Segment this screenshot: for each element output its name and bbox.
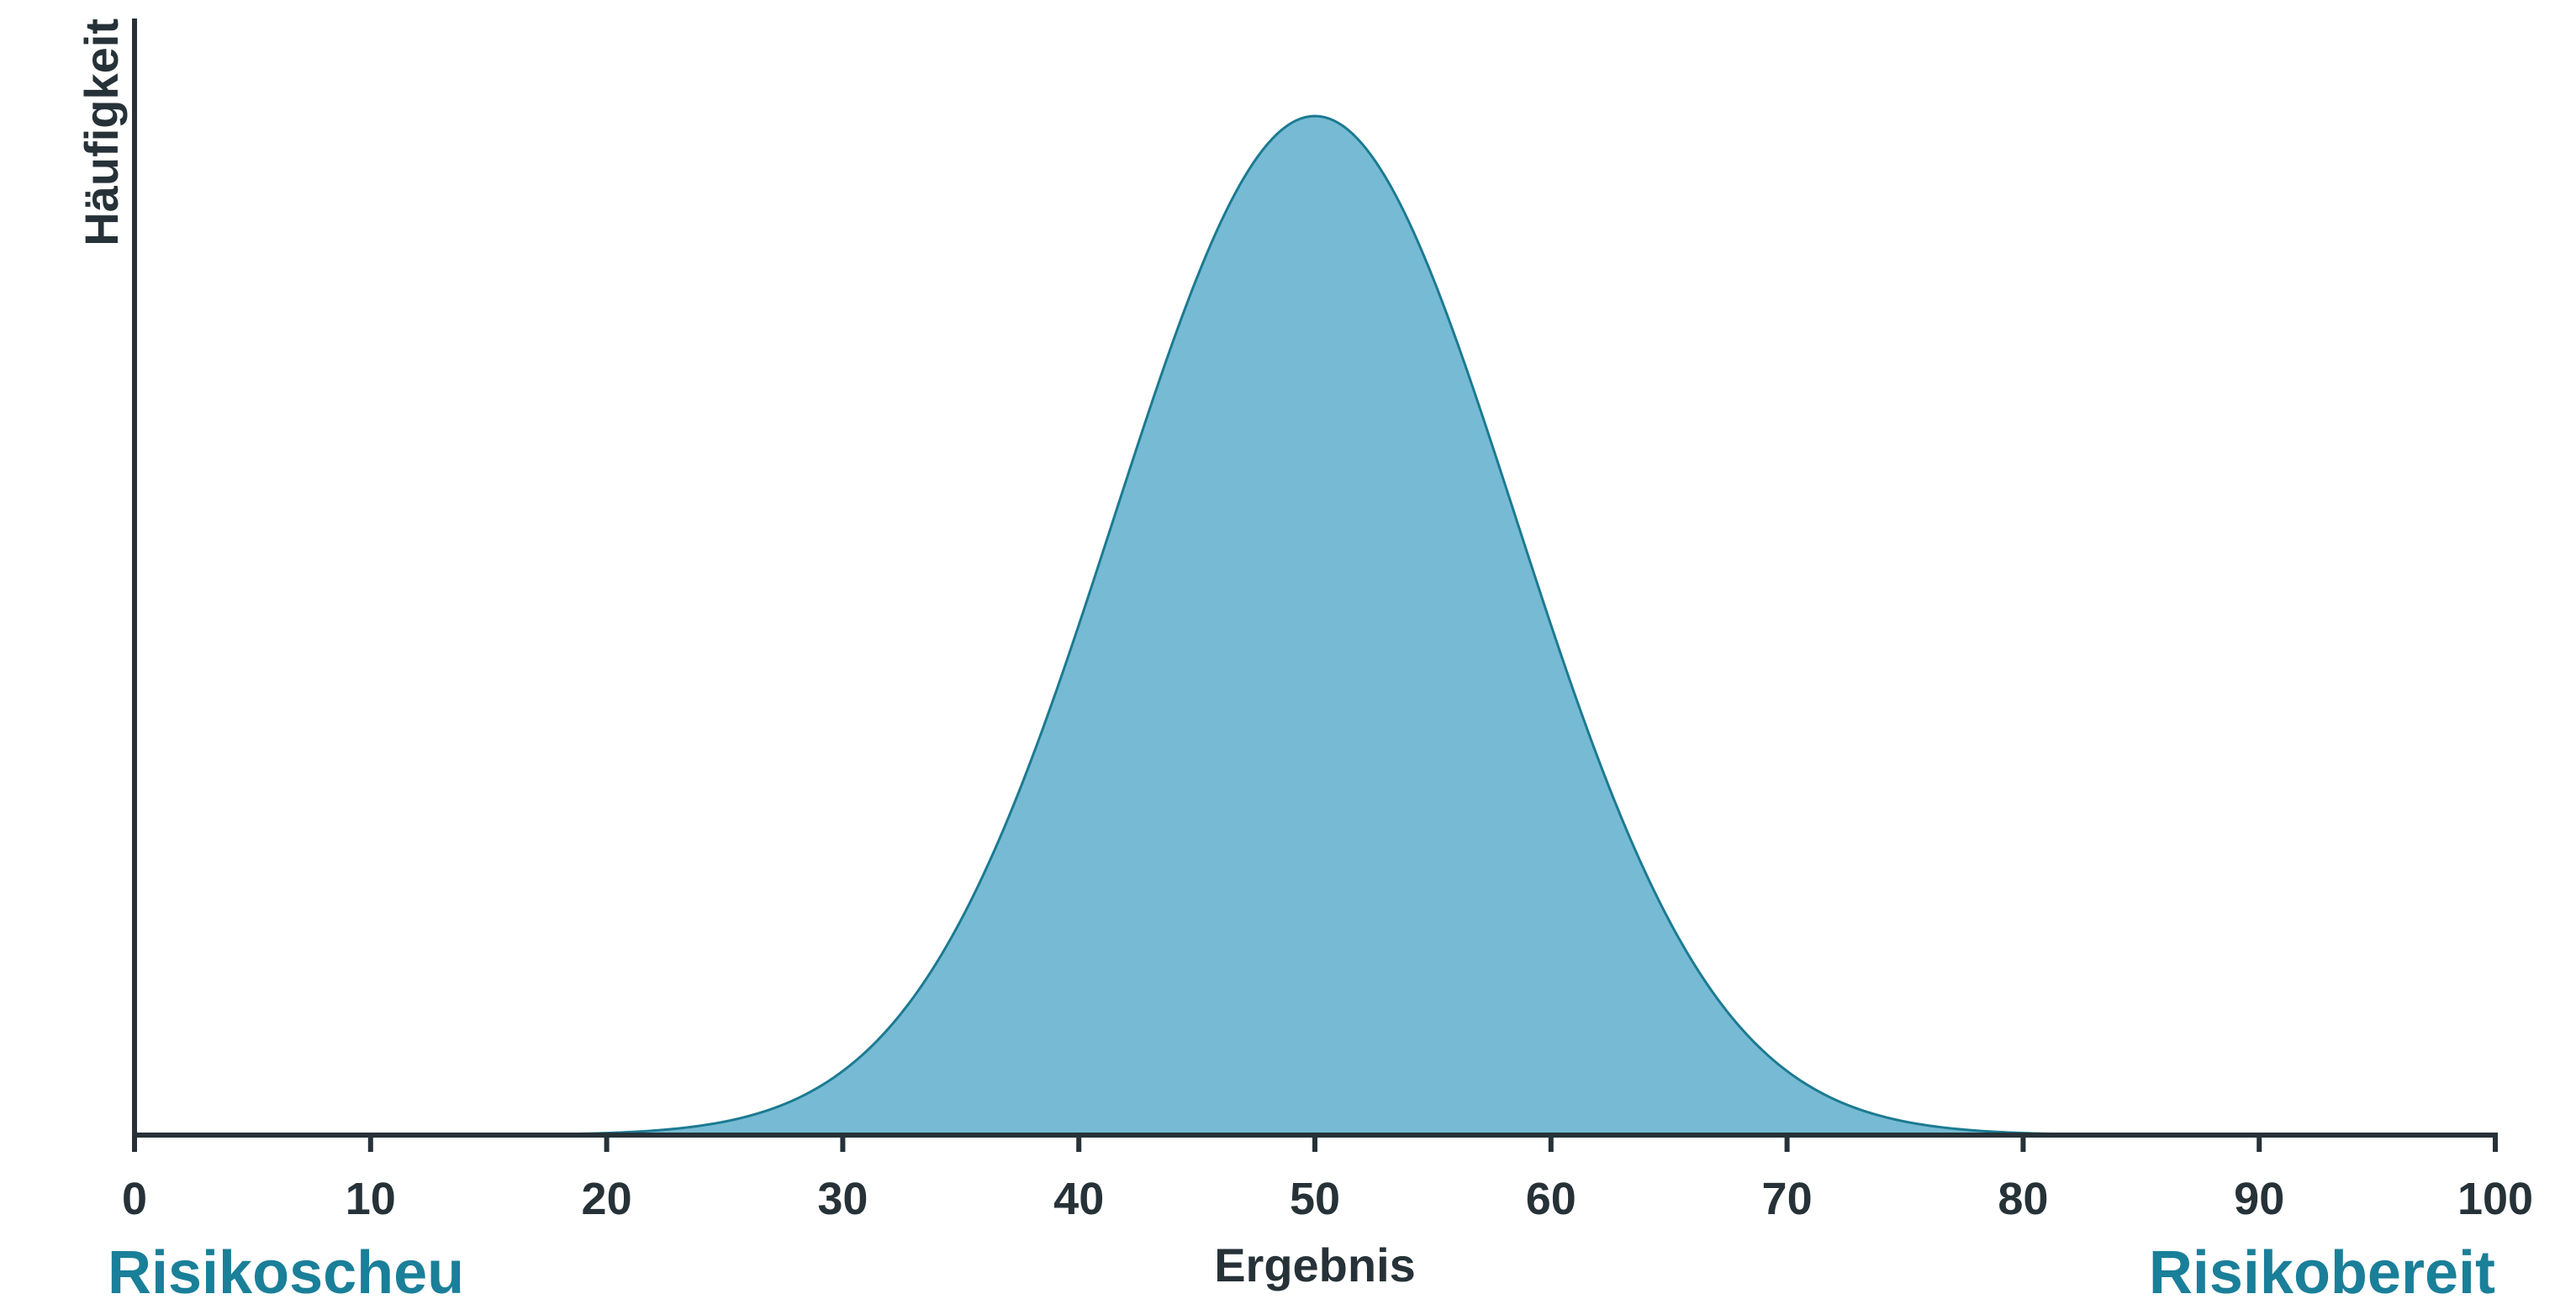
x-tick-label: 60 [1526,1174,1576,1224]
x-tick-label: 50 [1290,1174,1340,1224]
x-axis-title: Ergebnis [1214,1238,1416,1291]
x-tick-label: 30 [817,1174,868,1224]
x-tick-label: 20 [582,1174,632,1224]
y-axis-title: Häufigkeit [75,18,128,246]
risk-seeking-label: Risikobereit [2149,1239,2495,1307]
x-tick-label: 80 [1998,1174,2048,1224]
x-tick-label: 40 [1053,1174,1104,1224]
x-ticks: 0 10 20 30 40 50 60 70 80 90 100 [122,1135,2533,1224]
x-tick-label: 100 [2457,1174,2533,1224]
x-tick-label: 70 [1762,1174,1813,1224]
plot-area [135,114,2495,1137]
risk-averse-label: Risikoscheu [108,1239,464,1307]
distribution-area [135,114,2495,1137]
x-tick-label: 90 [2234,1174,2284,1224]
x-tick-label: 10 [346,1174,396,1224]
x-tick-label: 0 [122,1174,147,1224]
